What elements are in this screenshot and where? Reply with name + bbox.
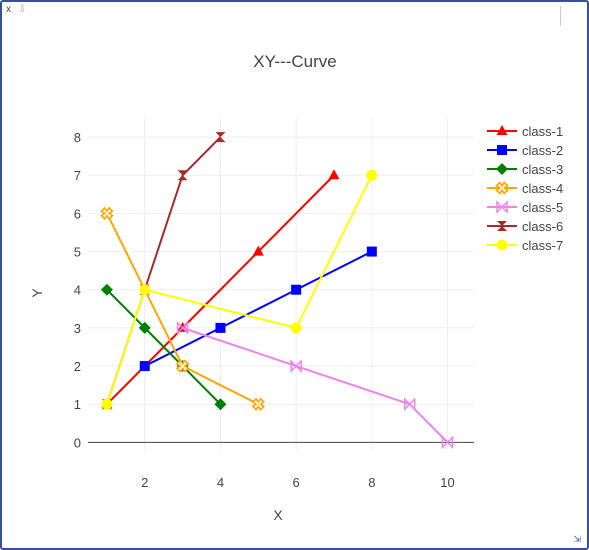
y-tick-label: 4: [74, 283, 81, 298]
legend-marker: [496, 125, 508, 135]
data-point: [441, 435, 454, 450]
legend-item-class-1[interactable]: class-1: [487, 124, 563, 139]
y-tick-label: 7: [74, 168, 81, 183]
y-axis-label: Y: [29, 288, 45, 298]
data-point: [291, 284, 302, 295]
pin-icon[interactable]: ⇩: [18, 4, 27, 15]
data-point: [366, 169, 378, 181]
legend-label: class-1: [522, 124, 563, 139]
legend-label: class-7: [522, 238, 563, 253]
axes: 2 4 6 8 10 0 1 2 3 4 5 6 7 8: [74, 130, 474, 490]
data-point: [176, 321, 189, 335]
x-tick-label: 10: [440, 475, 454, 490]
legend-marker: [495, 181, 509, 195]
window-scroll-track: [560, 6, 561, 26]
series-class-7: [101, 169, 378, 410]
legend-marker: [496, 239, 508, 251]
y-tick-label: 8: [74, 130, 81, 145]
series-line: [182, 326, 449, 444]
y-tick-label: 1: [74, 397, 81, 412]
data-point: [290, 322, 302, 334]
data-point: [290, 359, 302, 373]
legend-item-class-4[interactable]: class-4: [487, 181, 563, 196]
legend-label: class-4: [522, 181, 563, 196]
legend-label: class-5: [522, 200, 563, 215]
legend-marker: [497, 221, 507, 231]
legend-item-class-7[interactable]: class-7: [487, 238, 563, 253]
data-point: [403, 397, 416, 412]
legend-label: class-6: [522, 219, 563, 234]
legend-marker: [497, 145, 507, 155]
data-point: [251, 397, 266, 411]
legend-item-class-5[interactable]: class-5: [487, 200, 563, 215]
data-point: [215, 322, 226, 333]
data-point: [139, 361, 150, 372]
legend-label: class-3: [522, 162, 563, 177]
y-tick-label: 2: [74, 359, 81, 374]
y-tick-label: 0: [74, 435, 81, 450]
y-tick-label: 6: [74, 206, 81, 221]
legend-label: class-2: [522, 143, 563, 158]
series-line: [106, 289, 222, 405]
data-point: [175, 359, 190, 373]
data-point: [177, 170, 188, 181]
series-line: [105, 136, 222, 405]
data-point: [100, 206, 114, 221]
legend[interactable]: class-1 class-2 class-3 class-4 class-5 class…: [487, 124, 563, 253]
series-class-6: [101, 132, 226, 410]
x-tick-label: 6: [293, 475, 300, 490]
data-point: [366, 246, 377, 257]
series-line: [105, 174, 373, 405]
series-class-5: [176, 321, 454, 450]
close-icon[interactable]: x: [6, 4, 11, 15]
series-line: [106, 212, 259, 406]
data-point: [252, 245, 264, 256]
data-point: [328, 169, 340, 180]
series-class-4: [100, 206, 266, 411]
series-line: [144, 250, 373, 367]
y-tick-label: 5: [74, 245, 81, 260]
x-axis-label: X: [273, 507, 283, 523]
legend-item-class-2[interactable]: class-2: [487, 143, 563, 158]
x-tick-label: 2: [141, 475, 148, 490]
resize-handle-icon[interactable]: ⇲: [573, 534, 581, 544]
data-point: [138, 321, 151, 334]
data-point: [215, 132, 226, 143]
data-point: [101, 398, 113, 410]
series-class-2: [139, 246, 377, 372]
grid: [88, 118, 474, 450]
data-point: [139, 284, 151, 296]
data-point: [214, 398, 227, 411]
y-tick-label: 3: [74, 321, 81, 336]
legend-item-class-6[interactable]: class-6: [487, 219, 563, 234]
x-tick-label: 4: [217, 475, 224, 490]
legend-marker: [496, 163, 508, 175]
legend-marker: [496, 200, 508, 214]
data-point: [100, 283, 113, 296]
series-layer: [100, 132, 454, 450]
chart-title: XY---Curve: [253, 52, 336, 71]
x-tick-label: 8: [368, 475, 375, 490]
legend-item-class-3[interactable]: class-3: [487, 162, 563, 177]
